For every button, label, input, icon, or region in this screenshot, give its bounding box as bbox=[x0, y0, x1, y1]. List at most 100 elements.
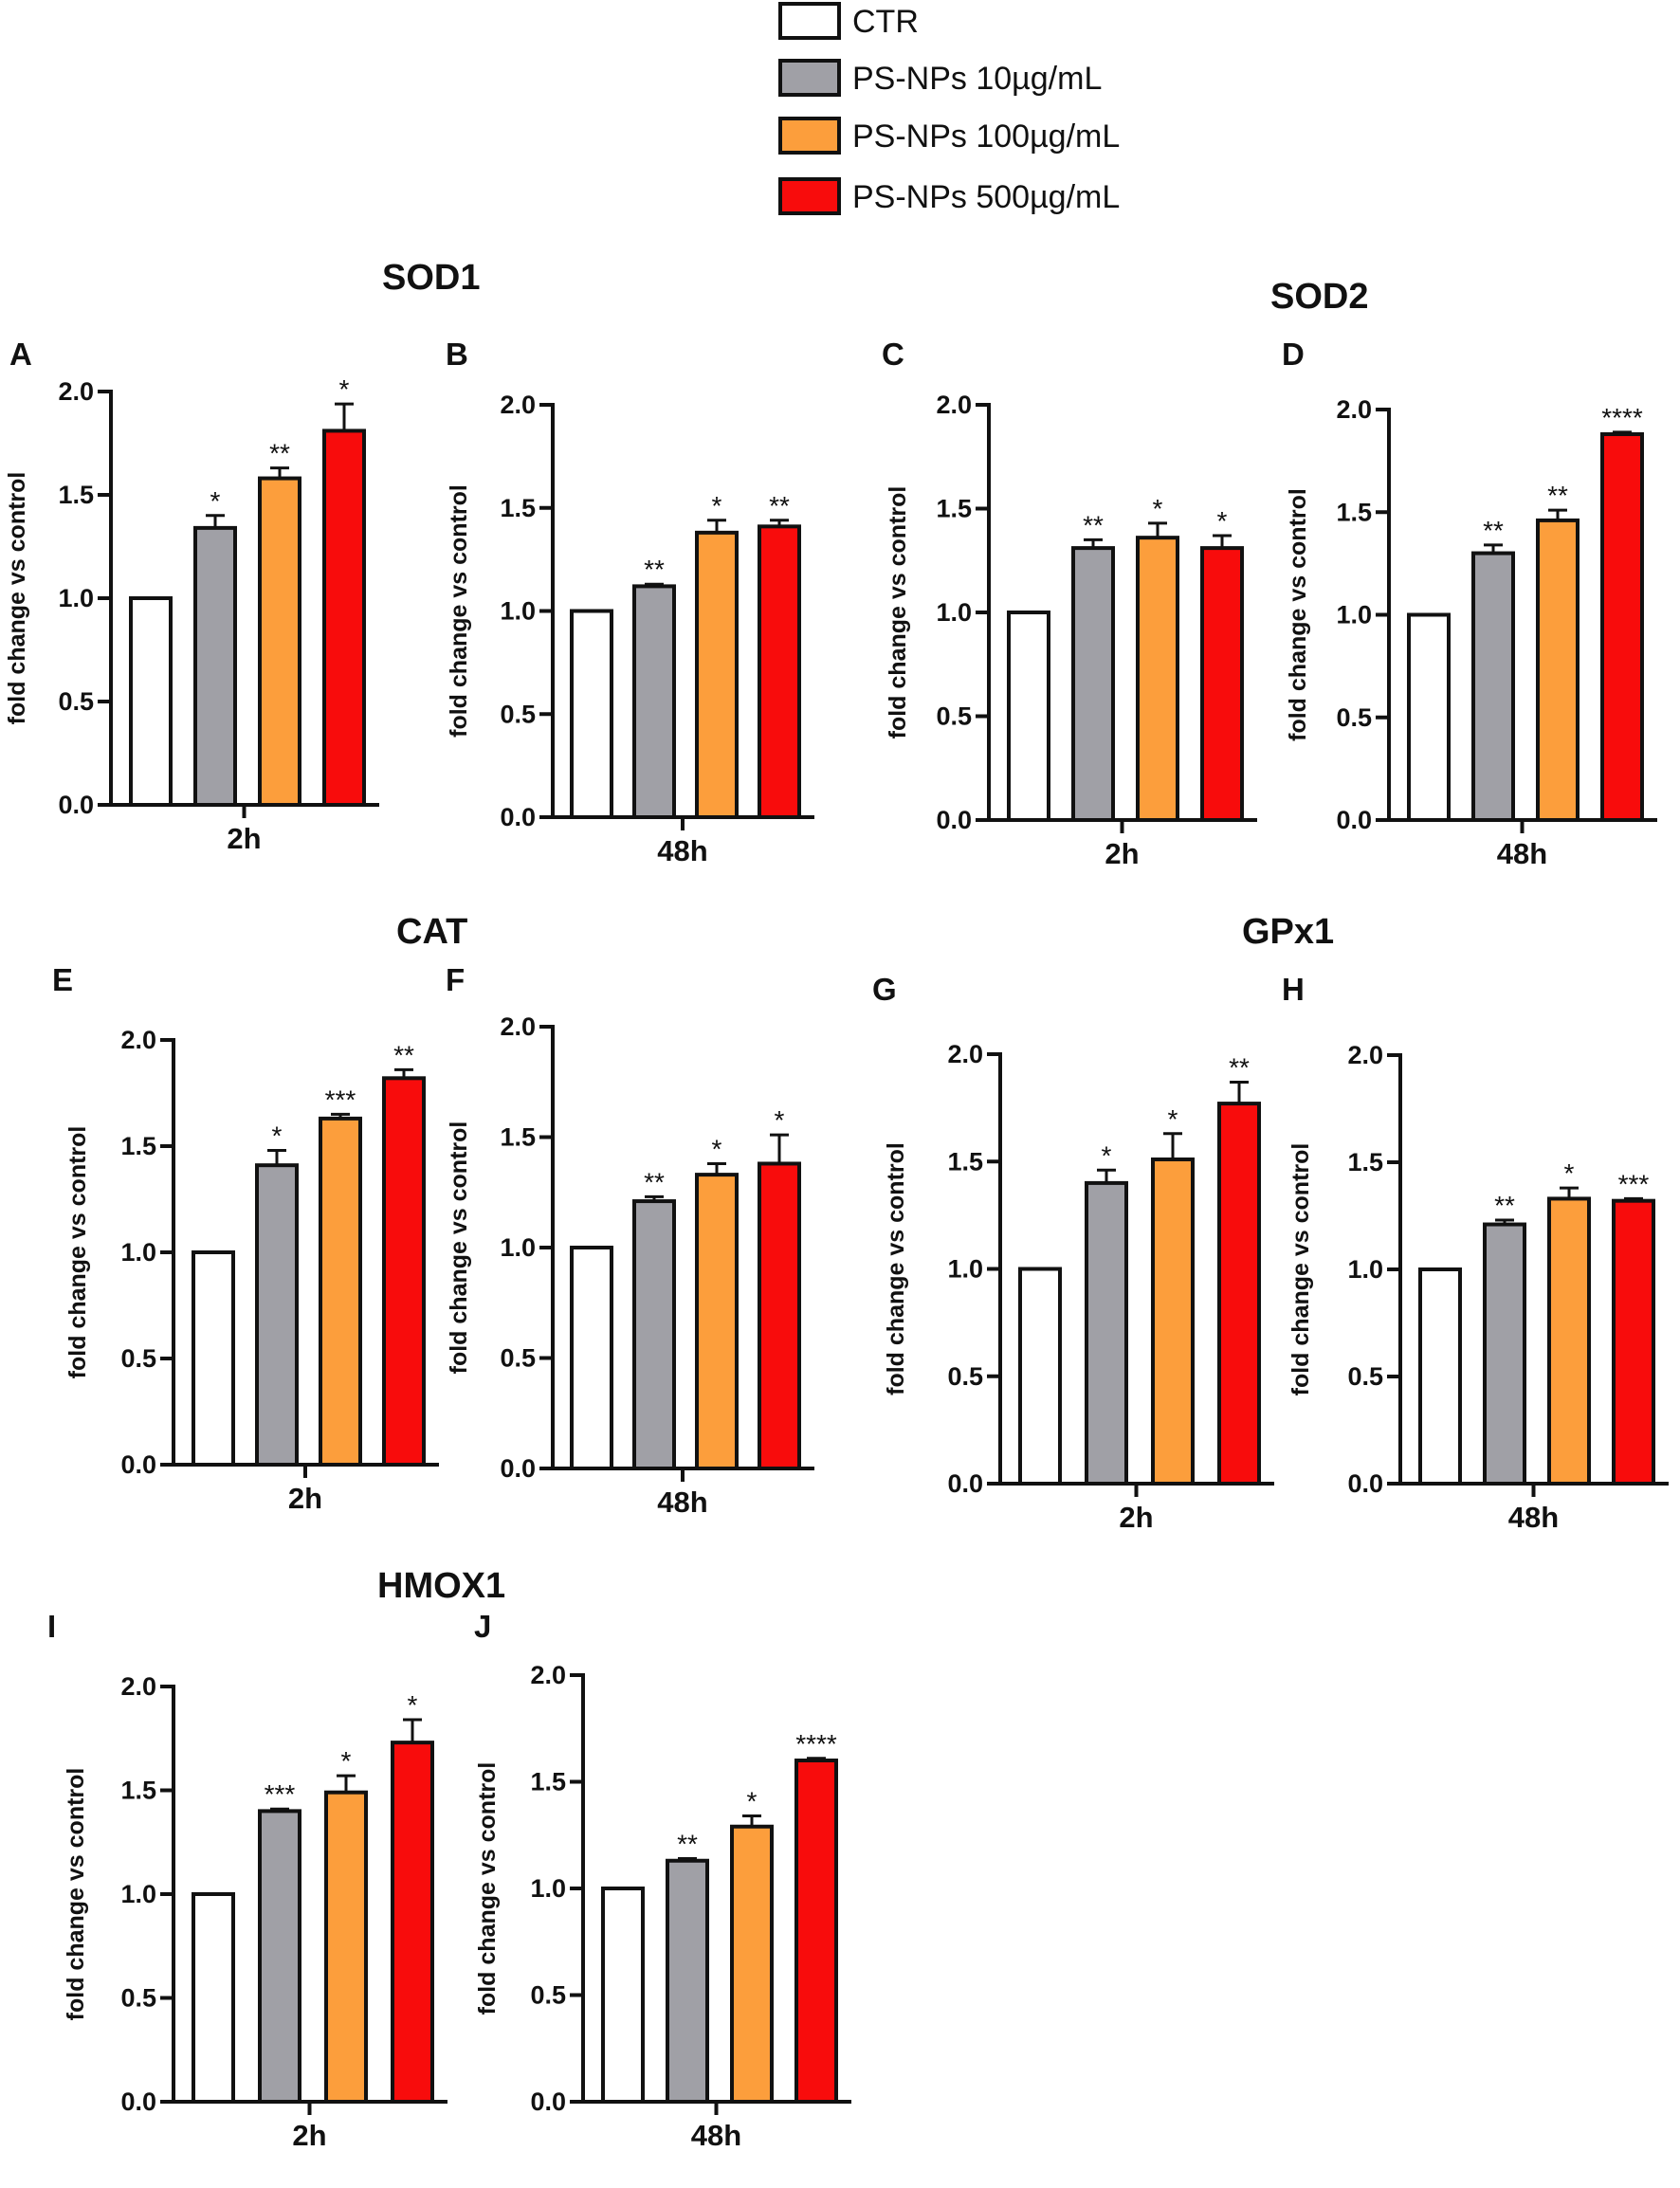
bar-b-2 bbox=[695, 530, 739, 819]
bar-a-0 bbox=[129, 596, 173, 807]
significance-e-3: ** bbox=[393, 1040, 414, 1069]
x-axis-label-c: 2h bbox=[1105, 837, 1139, 870]
bar-i-0 bbox=[192, 1892, 235, 2104]
y-tick-label-c: 1.0 bbox=[936, 598, 972, 627]
bar-g-0 bbox=[1018, 1267, 1062, 1486]
panels: A 0.0 0.5 1.0 1.5 2.0 2h fold change vs control… bbox=[4, 337, 1669, 2152]
significance-h-2: * bbox=[1564, 1158, 1575, 1188]
bar-b-1 bbox=[632, 584, 676, 820]
y-tick-label-b: 0.5 bbox=[500, 700, 536, 728]
significance-b-3: ** bbox=[769, 491, 790, 520]
significance-g-1: * bbox=[1102, 1140, 1112, 1170]
y-tick-label-h: 0.5 bbox=[1347, 1362, 1383, 1391]
x-axis-label-f: 48h bbox=[657, 1486, 707, 1519]
y-tick-label-a: 0.0 bbox=[58, 791, 94, 819]
y-axis-label-e: fold change vs control bbox=[64, 1126, 91, 1379]
y-tick-label-e: 0.5 bbox=[120, 1344, 156, 1373]
significance-i-3: * bbox=[408, 1690, 418, 1720]
legend-item-ctr: CTR bbox=[778, 2, 919, 40]
chart-panel-b: B 0.0 0.5 1.0 1.5 2.0 48h fold change vs contro… bbox=[446, 337, 814, 867]
y-tick-label-h: 0.0 bbox=[1347, 1469, 1383, 1498]
y-tick-label-c: 0.5 bbox=[936, 702, 972, 731]
x-axis-label-e: 2h bbox=[288, 1482, 322, 1515]
y-tick-label-b: 1.0 bbox=[500, 597, 536, 626]
legend-swatch-ctr bbox=[778, 2, 841, 40]
y-tick-label-e: 1.5 bbox=[120, 1132, 156, 1160]
significance-b-2: * bbox=[712, 491, 722, 520]
bar-g-2 bbox=[1151, 1157, 1195, 1486]
gene-title-hmox1: HMOX1 bbox=[377, 1566, 505, 1606]
bar-h-2 bbox=[1547, 1196, 1591, 1486]
significance-f-3: * bbox=[775, 1105, 785, 1135]
significance-d-2: ** bbox=[1547, 481, 1568, 510]
y-tick-label-d: 0.5 bbox=[1336, 703, 1372, 732]
significance-i-2: * bbox=[341, 1746, 352, 1776]
gene-title-cat: CAT bbox=[396, 912, 467, 952]
x-axis-label-a: 2h bbox=[227, 822, 261, 855]
panel-letter-g: G bbox=[872, 972, 897, 1007]
gene-title-sod1: SOD1 bbox=[382, 258, 480, 298]
y-tick-label-f: 2.0 bbox=[500, 1012, 536, 1041]
bar-j-0 bbox=[601, 1887, 645, 2104]
y-tick-label-b: 1.5 bbox=[500, 494, 536, 522]
chart-panel-f: F 0.0 0.5 1.0 1.5 2.0 48h fold change vs contro… bbox=[446, 962, 814, 1519]
chart-panel-g: G 0.0 0.5 1.0 1.5 2.0 2h fold change vs control… bbox=[872, 972, 1274, 1534]
y-tick-label-j: 0.5 bbox=[530, 1981, 566, 2010]
panel-letter-c: C bbox=[882, 337, 904, 372]
y-tick-label-d: 1.5 bbox=[1336, 498, 1372, 526]
significance-d-1: ** bbox=[1483, 516, 1504, 545]
y-tick-label-h: 2.0 bbox=[1347, 1041, 1383, 1069]
panel-letter-i: I bbox=[47, 1609, 56, 1644]
chart-panel-d: D 0.0 0.5 1.0 1.5 2.0 48h fold change vs contro… bbox=[1282, 337, 1657, 870]
bar-g-3 bbox=[1217, 1102, 1261, 1486]
y-tick-label-h: 1.0 bbox=[1347, 1255, 1383, 1284]
legend-swatch-100 bbox=[778, 117, 841, 155]
y-axis-label-g: fold change vs control bbox=[883, 1142, 909, 1395]
chart-panel-a: A 0.0 0.5 1.0 1.5 2.0 2h fold change vs control… bbox=[4, 337, 379, 855]
bar-a-3 bbox=[322, 428, 366, 807]
y-tick-label-c: 2.0 bbox=[936, 391, 972, 419]
y-tick-label-f: 0.0 bbox=[500, 1454, 536, 1483]
y-tick-label-a: 1.5 bbox=[58, 481, 94, 509]
significance-a-1: * bbox=[210, 486, 221, 516]
bar-b-0 bbox=[570, 609, 613, 819]
bar-f-2 bbox=[695, 1173, 739, 1470]
bar-i-1 bbox=[258, 1809, 301, 2105]
y-tick-label-d: 2.0 bbox=[1336, 395, 1372, 424]
significance-b-1: ** bbox=[644, 555, 665, 584]
y-axis-label-c: fold change vs control bbox=[885, 486, 911, 739]
significance-c-1: ** bbox=[1083, 510, 1104, 539]
significance-j-1: ** bbox=[677, 1830, 698, 1859]
y-tick-label-f: 1.5 bbox=[500, 1123, 536, 1152]
y-tick-label-g: 0.5 bbox=[947, 1362, 983, 1391]
y-tick-label-g: 1.5 bbox=[947, 1147, 983, 1176]
significance-d-3: **** bbox=[1601, 403, 1643, 432]
legend-label-100: PS-NPs 100µg/mL bbox=[852, 119, 1120, 155]
panel-letter-b: B bbox=[446, 337, 468, 372]
significance-a-3: * bbox=[339, 374, 350, 404]
panel-letter-f: F bbox=[446, 962, 465, 997]
legend-swatch-500 bbox=[778, 177, 841, 215]
bar-h-1 bbox=[1483, 1222, 1526, 1486]
y-tick-label-c: 0.0 bbox=[936, 806, 972, 834]
significance-f-1: ** bbox=[644, 1167, 665, 1196]
significance-i-1: *** bbox=[265, 1779, 296, 1809]
y-axis-label-h: fold change vs control bbox=[1287, 1143, 1314, 1396]
x-axis-label-h: 48h bbox=[1508, 1501, 1559, 1534]
y-axis-label-i: fold change vs control bbox=[63, 1768, 89, 2021]
y-tick-label-b: 2.0 bbox=[500, 391, 536, 419]
legend-swatch-10 bbox=[778, 59, 841, 97]
y-tick-label-f: 1.0 bbox=[500, 1233, 536, 1262]
panel-letter-a: A bbox=[9, 337, 32, 372]
bar-a-1 bbox=[193, 525, 237, 807]
bar-i-2 bbox=[324, 1790, 368, 2104]
bar-e-0 bbox=[192, 1250, 235, 1467]
bar-c-3 bbox=[1200, 546, 1244, 822]
bar-f-3 bbox=[758, 1161, 801, 1470]
legend-label-500: PS-NPs 500µg/mL bbox=[852, 179, 1120, 215]
y-tick-label-e: 2.0 bbox=[120, 1026, 156, 1054]
significance-a-2: ** bbox=[269, 439, 290, 468]
y-tick-label-j: 1.5 bbox=[530, 1768, 566, 1796]
x-axis-label-g: 2h bbox=[1119, 1501, 1153, 1534]
x-axis-label-d: 48h bbox=[1497, 837, 1547, 870]
